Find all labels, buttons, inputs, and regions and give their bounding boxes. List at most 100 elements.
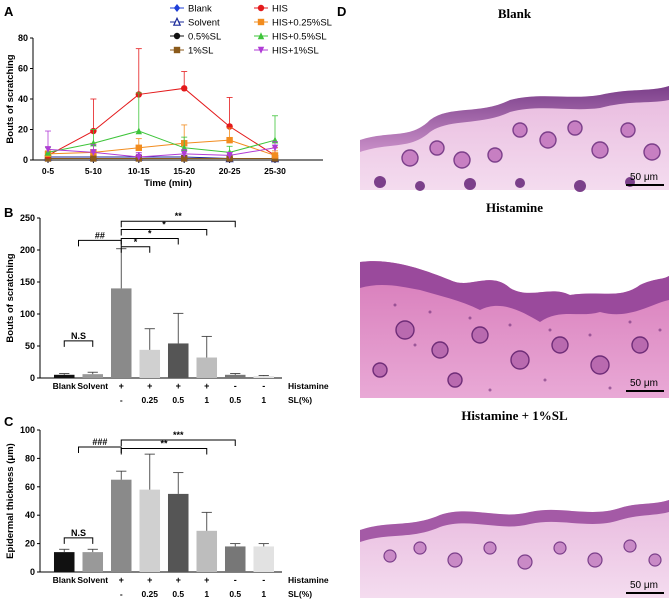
bar-his-0-5-sl xyxy=(167,343,189,378)
scale-bar-histamine-sl: 50 μm xyxy=(626,578,666,594)
histology-image-blank xyxy=(360,25,669,192)
bar-blank xyxy=(53,552,75,572)
legend-marker xyxy=(257,4,265,12)
significance-bracket: ** xyxy=(120,211,236,228)
legend-label: 0.5%SL xyxy=(188,32,221,43)
data-point xyxy=(90,149,97,157)
data-point xyxy=(90,155,97,162)
series-his-1-sl xyxy=(44,130,279,161)
x-tick-label: 0-5 xyxy=(42,166,55,176)
histology-image-histamine-sl xyxy=(360,428,669,598)
legend-marker xyxy=(257,32,265,40)
legend-label: Blank xyxy=(188,4,212,15)
sl-value: 1 xyxy=(261,589,266,599)
chart-c-epidermal-thickness-bars: 0 20 40 60 80 100 Epidermal thickness (μm) Blan… xyxy=(5,425,329,599)
scale-bar-label: 50 μm xyxy=(630,378,658,389)
legend-label: Solvent xyxy=(188,18,220,29)
sl-row-label: SL(%) xyxy=(288,395,312,405)
y-tick-label: 200 xyxy=(20,245,35,255)
bracket-line xyxy=(120,246,151,253)
data-point xyxy=(135,127,142,135)
significance-bracket: ### xyxy=(78,437,122,454)
panel-label-c: C xyxy=(4,414,14,429)
bar-his-0-5-sl xyxy=(167,493,189,572)
y-tick-label: 100 xyxy=(20,309,35,319)
y-tick-label: 0 xyxy=(30,373,35,383)
significance-label: * xyxy=(134,237,138,247)
significance-bracket: N.S xyxy=(63,331,94,347)
data-point xyxy=(271,144,279,152)
sl-value: 0.5 xyxy=(172,395,184,405)
legend-marker xyxy=(173,4,181,12)
y-tick-label: 250 xyxy=(20,213,35,223)
histamine-value: + xyxy=(119,575,124,585)
y-tick-label: 60 xyxy=(18,64,28,74)
x-tick-label: 5-10 xyxy=(85,166,102,176)
histology-title-blank: Blank xyxy=(497,6,532,21)
bar-blank xyxy=(53,374,75,378)
significance-bracket: * xyxy=(120,220,208,236)
histamine-value: + xyxy=(147,381,152,391)
significance-bracket: ** xyxy=(120,438,208,455)
sl-value: 1 xyxy=(261,395,266,405)
sl-value: - xyxy=(120,395,123,405)
histamine-value: + xyxy=(204,575,209,585)
bar-1-sl xyxy=(253,376,275,378)
histamine-row-label: Histamine xyxy=(288,575,329,585)
bar-his xyxy=(110,288,132,378)
histamine-value: + xyxy=(204,381,209,391)
sl-value: 0.5 xyxy=(172,589,184,599)
y-axis-label: Bouts of scratching xyxy=(5,54,16,143)
series-line xyxy=(47,130,276,153)
histamine-value: - xyxy=(234,381,237,391)
y-tick-label: 40 xyxy=(25,510,35,520)
significance-label: ** xyxy=(175,211,183,221)
y-tick-label: 40 xyxy=(18,94,28,104)
data-point xyxy=(44,146,52,154)
y-tick-label: 0 xyxy=(23,155,28,165)
x-tick-label: 15-20 xyxy=(173,166,195,176)
histology-title-histamine: Histamine xyxy=(485,200,544,215)
y-tick-label: 50 xyxy=(25,341,35,351)
sl-value: 1 xyxy=(204,395,209,405)
bracket-line xyxy=(120,229,208,236)
histology-title-histamine-sl: Histamine + 1%SL xyxy=(461,408,568,423)
histamine-value: + xyxy=(119,381,124,391)
data-point xyxy=(181,85,188,92)
x-tick-label: Blank xyxy=(53,381,76,391)
sl-value: 0.25 xyxy=(141,589,158,599)
legend-label: HIS xyxy=(272,4,288,15)
histamine-row-label: Histamine xyxy=(288,381,329,391)
significance-bracket: * xyxy=(120,228,179,245)
sl-value: 1 xyxy=(204,589,209,599)
bar-his-0-25-sl xyxy=(139,489,161,572)
y-tick-label: 60 xyxy=(25,482,35,492)
legend-marker xyxy=(172,16,182,26)
bar-solvent xyxy=(82,374,104,378)
legend-marker xyxy=(173,32,181,40)
scale-bar-label: 50 μm xyxy=(630,172,658,183)
sl-row-label: SL(%) xyxy=(288,589,312,599)
data-point xyxy=(135,153,142,161)
y-tick-label: 0 xyxy=(30,567,35,577)
histamine-value: + xyxy=(176,381,181,391)
y-axis-label: Epidermal thickness (μm) xyxy=(5,443,16,559)
histamine-value: - xyxy=(234,575,237,585)
legend-label: HIS+0.25%SL xyxy=(272,18,332,29)
legend-label: HIS+1%SL xyxy=(272,46,319,57)
significance-label: N.S xyxy=(71,528,86,538)
bracket-line xyxy=(78,446,122,454)
histamine-value: + xyxy=(176,575,181,585)
y-tick-label: 20 xyxy=(18,125,28,135)
significance-bracket: N.S xyxy=(63,528,94,544)
data-point xyxy=(181,150,188,158)
bracket-line xyxy=(63,537,94,544)
scale-bar-label: 50 μm xyxy=(630,580,658,591)
data-point xyxy=(271,152,279,159)
significance-label: *** xyxy=(173,430,184,440)
legend-marker xyxy=(257,18,265,26)
scale-bar-blank: 50 μm xyxy=(626,170,666,186)
bracket-line xyxy=(120,237,179,245)
bar-0-5-sl xyxy=(224,374,246,378)
series-line xyxy=(47,139,276,156)
